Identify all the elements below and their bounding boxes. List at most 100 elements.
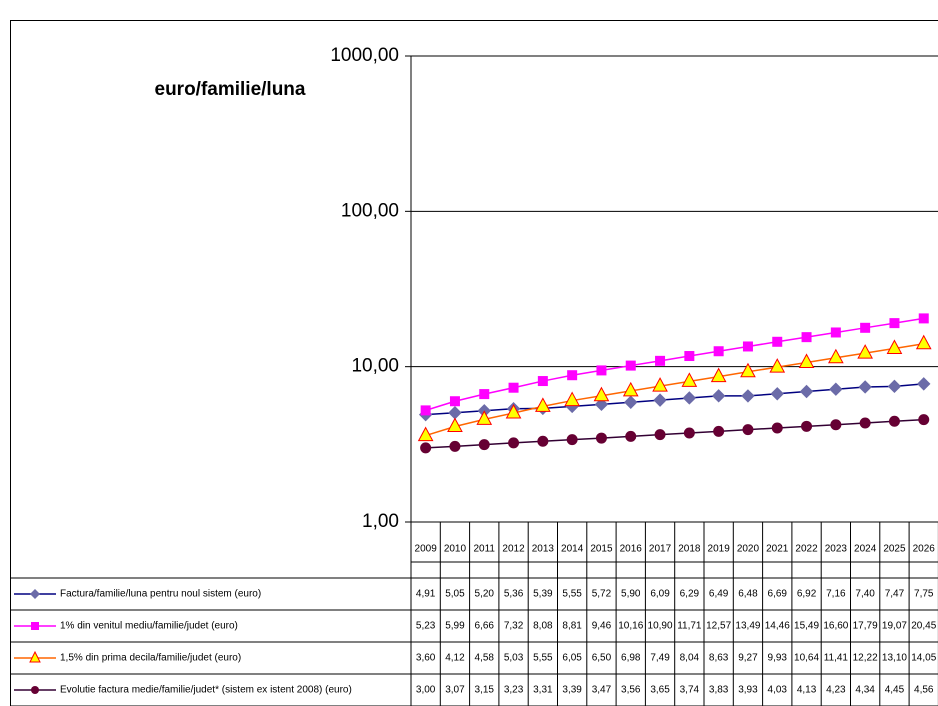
data-point [713,346,724,357]
table-value: 3,07 [445,685,465,696]
data-point [799,384,814,399]
data-point [566,434,578,446]
table-value: 8,63 [709,653,729,664]
y-axis-label: euro/familie/luna [155,79,306,100]
data-point [564,391,580,407]
table-value: 6,92 [797,589,817,600]
table-value: 3,31 [533,685,553,696]
table-value: 9,27 [738,653,758,664]
table-value: 6,49 [709,589,729,600]
table-value: 16,60 [823,621,848,632]
legend-marker [31,686,39,694]
data-point [681,372,698,387]
table-value: 4,56 [914,685,934,696]
data-point [801,332,812,343]
table-value: 9,93 [768,653,788,664]
category-label: 2013 [532,544,555,555]
data-point [772,336,783,347]
data-point [652,377,668,392]
data-point [625,360,636,371]
data-point [595,432,607,444]
data-point [829,382,843,396]
table-value: 6,05 [562,653,582,664]
data-point [622,381,639,397]
data-point [508,437,520,449]
table-value: 4,13 [797,685,817,696]
data-point [771,422,783,434]
category-label: 2023 [825,544,848,555]
data-point [830,419,842,431]
table-value: 6,09 [650,589,670,600]
table-value: 6,66 [475,621,495,632]
table-value: 6,69 [768,589,788,600]
table-value: 5,90 [621,589,641,600]
table-value: 20,45 [911,621,936,632]
data-point [683,427,695,439]
data-point [742,424,754,436]
data-point [653,393,667,407]
data-point [886,339,903,354]
data-point [593,386,610,402]
data-point [594,397,609,412]
data-point [449,440,461,452]
table-value: 7,75 [914,589,934,600]
data-point [713,425,725,437]
data-point [915,334,932,350]
data-point [537,376,548,387]
legend-label: 1,5% din prima decila/familie/judet (eur… [60,653,241,664]
table-value: 3,83 [709,685,729,696]
table-value: 3,15 [475,685,495,696]
table-value: 5,20 [475,589,495,600]
table-value: 5,23 [416,621,436,632]
category-label: 2011 [473,544,495,555]
legend-label: Factura/familie/luna pentru noul sistem … [60,589,261,600]
legend-marker [30,589,40,599]
table-value: 10,16 [618,621,643,632]
data-point [479,389,490,400]
category-label: 2025 [883,544,906,555]
table-value: 8,81 [562,621,582,632]
data-point [625,430,637,442]
table-value: 5,03 [504,653,524,664]
table-value: 17,79 [853,621,878,632]
table-value: 5,36 [504,589,524,600]
data-point [478,439,490,451]
table-value: 4,58 [475,653,495,664]
data-point [476,410,493,425]
data-point [860,322,871,333]
data-point [887,379,902,394]
category-label: 2018 [678,544,701,555]
data-point [859,417,871,429]
y-tick-label: 10,00 [351,356,399,377]
data-point [447,417,463,432]
category-label: 2012 [502,544,525,555]
data-point [710,367,727,383]
category-label: 2015 [590,544,613,555]
data-point [567,370,578,381]
data-point [830,327,841,338]
table-value: 13,49 [735,621,760,632]
legend-marker [29,650,41,663]
table-value: 5,99 [445,621,465,632]
table-value: 3,74 [680,685,700,696]
table-value: 6,48 [738,589,758,600]
category-label: 2026 [913,544,936,555]
table-value: 5,05 [445,589,465,600]
table-value: 3,39 [562,685,582,696]
legend-label: 1% din venitul mediu/familie/judet (euro… [60,621,238,632]
table-value: 14,46 [765,621,790,632]
table-value: 7,16 [826,589,846,600]
data-point [889,318,900,329]
data-point [918,313,929,324]
table-value: 7,40 [855,589,875,600]
table-value: 8,04 [680,653,700,664]
table-value: 11,41 [824,653,849,664]
table-value: 9,46 [592,621,612,632]
category-label: 2024 [854,544,877,555]
data-point [918,414,930,426]
data-point [798,353,815,368]
chart-frame [10,20,938,706]
table-value: 5,55 [562,589,582,600]
data-point [420,442,432,454]
